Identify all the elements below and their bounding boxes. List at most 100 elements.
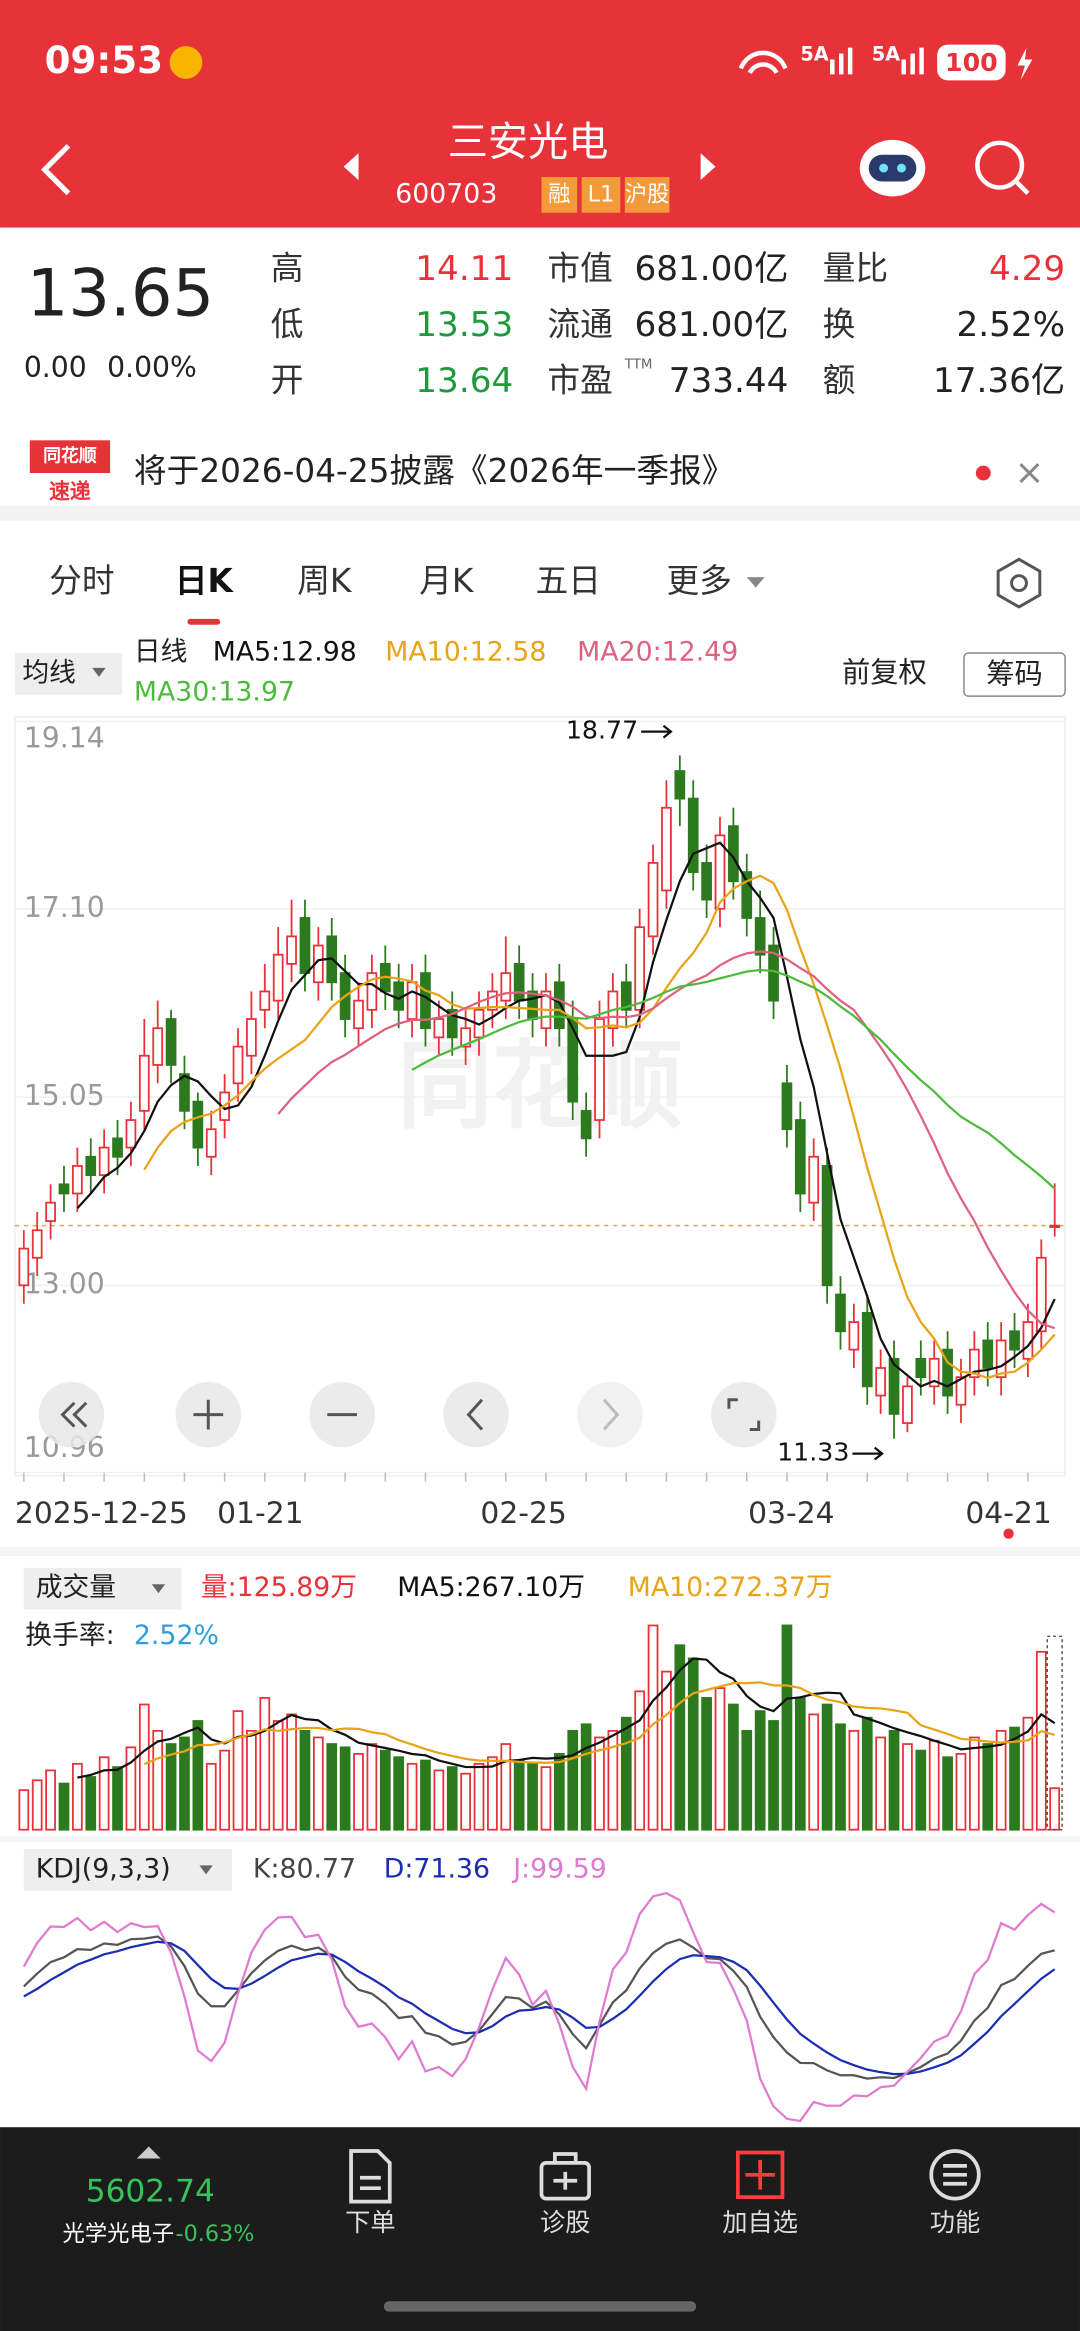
assistant-button[interactable] — [859, 139, 926, 197]
unread-dot — [975, 465, 991, 481]
nav-diagnose[interactable]: 诊股 — [539, 2152, 591, 2237]
candle-body — [527, 990, 538, 1020]
x-label: 04-21 — [965, 1496, 1051, 1531]
candle-body — [701, 861, 712, 901]
candle-body — [500, 972, 512, 1002]
candle-body — [661, 806, 672, 892]
notice-logo-bottom: 速递 — [49, 479, 91, 503]
candle-body — [513, 963, 525, 1002]
candle-body — [18, 1247, 30, 1287]
volume-bar — [714, 1687, 726, 1831]
expand-arrow[interactable] — [136, 2146, 161, 2159]
volume-bar — [1009, 1726, 1020, 1831]
y-tick-label: 17.10 — [24, 891, 105, 924]
search-button[interactable] — [975, 140, 1030, 195]
volume-bar — [674, 1644, 686, 1831]
candle-body — [647, 861, 659, 938]
quote-label: 开 — [271, 361, 304, 399]
zoom-button[interactable] — [711, 1381, 777, 1448]
quote-value: 13.64 — [415, 361, 513, 401]
tag-bg — [581, 177, 621, 213]
y-tick-label: 19.14 — [24, 721, 105, 754]
candle-body — [487, 990, 498, 1011]
ma-selector[interactable] — [14, 653, 122, 695]
candle-body — [634, 926, 646, 1011]
volume-bar — [112, 1766, 123, 1831]
candle-body — [674, 770, 686, 800]
chips-label: 筹码 — [986, 657, 1043, 690]
volume-bar — [406, 1762, 418, 1831]
quote-value: 2.52% — [956, 305, 1065, 345]
home-indicator — [383, 2301, 697, 2312]
ma-selector-label: 均线 — [22, 657, 76, 688]
volume-bar — [902, 1743, 913, 1831]
candle-body — [232, 1045, 244, 1085]
nav-order[interactable]: 下单 — [345, 2149, 396, 2237]
notice-logo — [29, 440, 111, 474]
candle-body — [714, 834, 726, 910]
next-stock[interactable] — [700, 153, 716, 180]
candle-body — [594, 1018, 605, 1121]
volume-bar — [741, 1729, 753, 1831]
zoom-button[interactable] — [443, 1381, 509, 1448]
time: 09:53 — [45, 38, 163, 82]
zoom-icon — [727, 1398, 761, 1432]
index-change: -0.63% — [176, 2221, 255, 2247]
kdj-selector[interactable] — [23, 1849, 233, 1891]
settings-icon[interactable] — [996, 557, 1042, 609]
volume-bar — [768, 1720, 779, 1831]
candle-body — [875, 1367, 887, 1397]
chips-button[interactable] — [963, 652, 1066, 697]
zoom-button[interactable] — [38, 1381, 105, 1448]
zoom-icon — [466, 1398, 484, 1431]
diagnose-icon — [553, 2152, 578, 2190]
quote-label: 流通 — [547, 306, 612, 344]
volume-bar — [567, 1729, 579, 1831]
ma30-label: MA30:13.97 — [134, 677, 295, 708]
period-tab[interactable]: 五日 — [536, 562, 601, 600]
nav-add-watch[interactable]: 加自选 — [722, 2150, 798, 2237]
quote-value: 14.11 — [415, 249, 513, 289]
quote-value: 13.53 — [415, 305, 513, 345]
period-tab[interactable]: 周K — [297, 562, 353, 600]
zoom-icon — [60, 1401, 88, 1428]
volume-bar — [888, 1729, 900, 1831]
net-label: 5A — [872, 43, 900, 66]
volume-bar — [527, 1762, 538, 1831]
volume-label: 量:125.89万 — [201, 1572, 357, 1603]
candle-body — [794, 1119, 806, 1195]
tag-bg — [541, 177, 578, 213]
functions-icon — [943, 2164, 967, 2186]
period-tab[interactable]: 月K — [419, 562, 475, 600]
annotation-arrow — [641, 724, 673, 739]
candle-body — [687, 797, 699, 873]
candle-body — [928, 1357, 940, 1388]
order-icon — [360, 2175, 381, 2191]
volume-chart — [18, 1624, 1061, 1831]
period-tab[interactable]: 更多 — [666, 562, 731, 600]
quote-label: 市盈 — [547, 361, 612, 399]
signal — [830, 59, 835, 75]
volume-bar — [1022, 1716, 1034, 1831]
zoom-button[interactable] — [577, 1381, 643, 1448]
adjust-toggle[interactable]: 前复权 — [842, 656, 927, 689]
prev-stock[interactable] — [343, 153, 359, 180]
kdj-k-line — [23, 1935, 1055, 2080]
x-label: 01-21 — [217, 1496, 303, 1531]
functions-icon — [929, 2149, 981, 2201]
separator — [0, 505, 1080, 521]
volume-bar — [312, 1736, 324, 1831]
diagnose-icon — [539, 2161, 591, 2201]
zoom-controls — [38, 1381, 777, 1448]
close-notice[interactable] — [1019, 463, 1040, 484]
volume-bar — [179, 1736, 190, 1831]
period-tab[interactable]: 分时 — [49, 562, 114, 600]
y-tick-label: 13.00 — [24, 1267, 105, 1300]
quote-value: 4.29 — [989, 249, 1065, 289]
candle-body — [366, 972, 378, 1011]
period-tab[interactable]: 日K — [175, 562, 235, 600]
nav-functions[interactable]: 功能 — [929, 2149, 981, 2237]
back-button[interactable] — [40, 143, 71, 196]
candle-body — [982, 1339, 994, 1369]
notice-text[interactable]: 将于2026-04-25披露《2026年一季报》 — [134, 452, 735, 490]
